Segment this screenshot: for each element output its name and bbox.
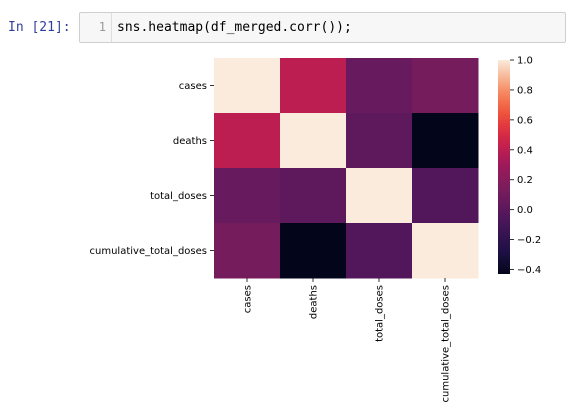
heatmap-cell-cumulative_total_doses-cumulative_total_doses bbox=[412, 223, 479, 279]
colorbar bbox=[498, 60, 510, 274]
colorbar-tick-label: 0.8 bbox=[517, 85, 533, 96]
column-label-cases: cases bbox=[243, 285, 254, 313]
column-label-total_doses: total_doses bbox=[375, 285, 386, 342]
row-label-deaths: deaths bbox=[173, 136, 207, 147]
heatmap-row-labels: cases deaths total_doses cumulative_total_d… bbox=[90, 81, 214, 257]
colorbar-tick-label: 0.6 bbox=[517, 115, 533, 126]
gutter-separator bbox=[111, 13, 112, 42]
heatmap-cell-cases-cumulative_total_doses bbox=[412, 58, 479, 114]
column-label-deaths: deaths bbox=[309, 285, 320, 319]
row-label-cases: cases bbox=[179, 81, 207, 92]
colorbar-tick-label: 1.0 bbox=[517, 56, 533, 67]
colorbar-tick-label: −0.4 bbox=[517, 265, 541, 276]
heatmap-cell-cases-total_doses bbox=[346, 58, 413, 114]
heatmap-cell-deaths-cumulative_total_doses bbox=[412, 113, 479, 169]
heatmap-cell-total_doses-cases bbox=[214, 168, 281, 224]
heatmap-column-labels: cases deaths total_doses cumulative_total_d… bbox=[243, 278, 452, 403]
cell-prompt: In [21]: bbox=[8, 20, 71, 35]
colorbar-tick-label: 0.0 bbox=[517, 205, 533, 216]
colorbar-tick-label: 0.4 bbox=[517, 145, 533, 156]
colorbar-tick-label: −0.2 bbox=[517, 235, 541, 246]
heatmap-cell-total_doses-cumulative_total_doses bbox=[412, 168, 479, 224]
heatmap-cell-total_doses-total_doses bbox=[346, 168, 413, 224]
code-line[interactable]: sns.heatmap(df_merged.corr()); bbox=[117, 20, 352, 35]
colorbar-ticks: 1.0 0.8 0.6 0.4 0.2 0.0 −0.2 −0.4 bbox=[510, 56, 541, 276]
row-label-cumulative_total_doses: cumulative_total_doses bbox=[90, 246, 208, 257]
row-label-total_doses: total_doses bbox=[150, 191, 207, 202]
heatmap-cell-deaths-cases bbox=[214, 113, 281, 169]
heatmap-cell-cumulative_total_doses-cases bbox=[214, 223, 281, 279]
cell-output: cases deaths total_doses cumulative_total_d… bbox=[79, 48, 568, 408]
heatmap-cells bbox=[214, 58, 479, 279]
heatmap-cell-total_doses-deaths bbox=[280, 168, 347, 224]
column-label-cumulative_total_doses: cumulative_total_doses bbox=[441, 285, 452, 403]
heatmap-cell-cumulative_total_doses-deaths bbox=[280, 223, 347, 279]
line-number: 1 bbox=[98, 20, 106, 34]
colorbar-tick-label: 0.2 bbox=[517, 175, 533, 186]
heatmap-cell-cases-cases bbox=[214, 58, 281, 114]
code-cell-input[interactable]: 1 sns.heatmap(df_merged.corr()); bbox=[79, 12, 566, 43]
heatmap-cell-cumulative_total_doses-total_doses bbox=[346, 223, 413, 279]
heatmap-cell-cases-deaths bbox=[280, 58, 347, 114]
heatmap-chart: cases deaths total_doses cumulative_total_d… bbox=[90, 56, 542, 403]
heatmap-cell-deaths-deaths bbox=[280, 113, 347, 169]
heatmap-cell-deaths-total_doses bbox=[346, 113, 413, 169]
